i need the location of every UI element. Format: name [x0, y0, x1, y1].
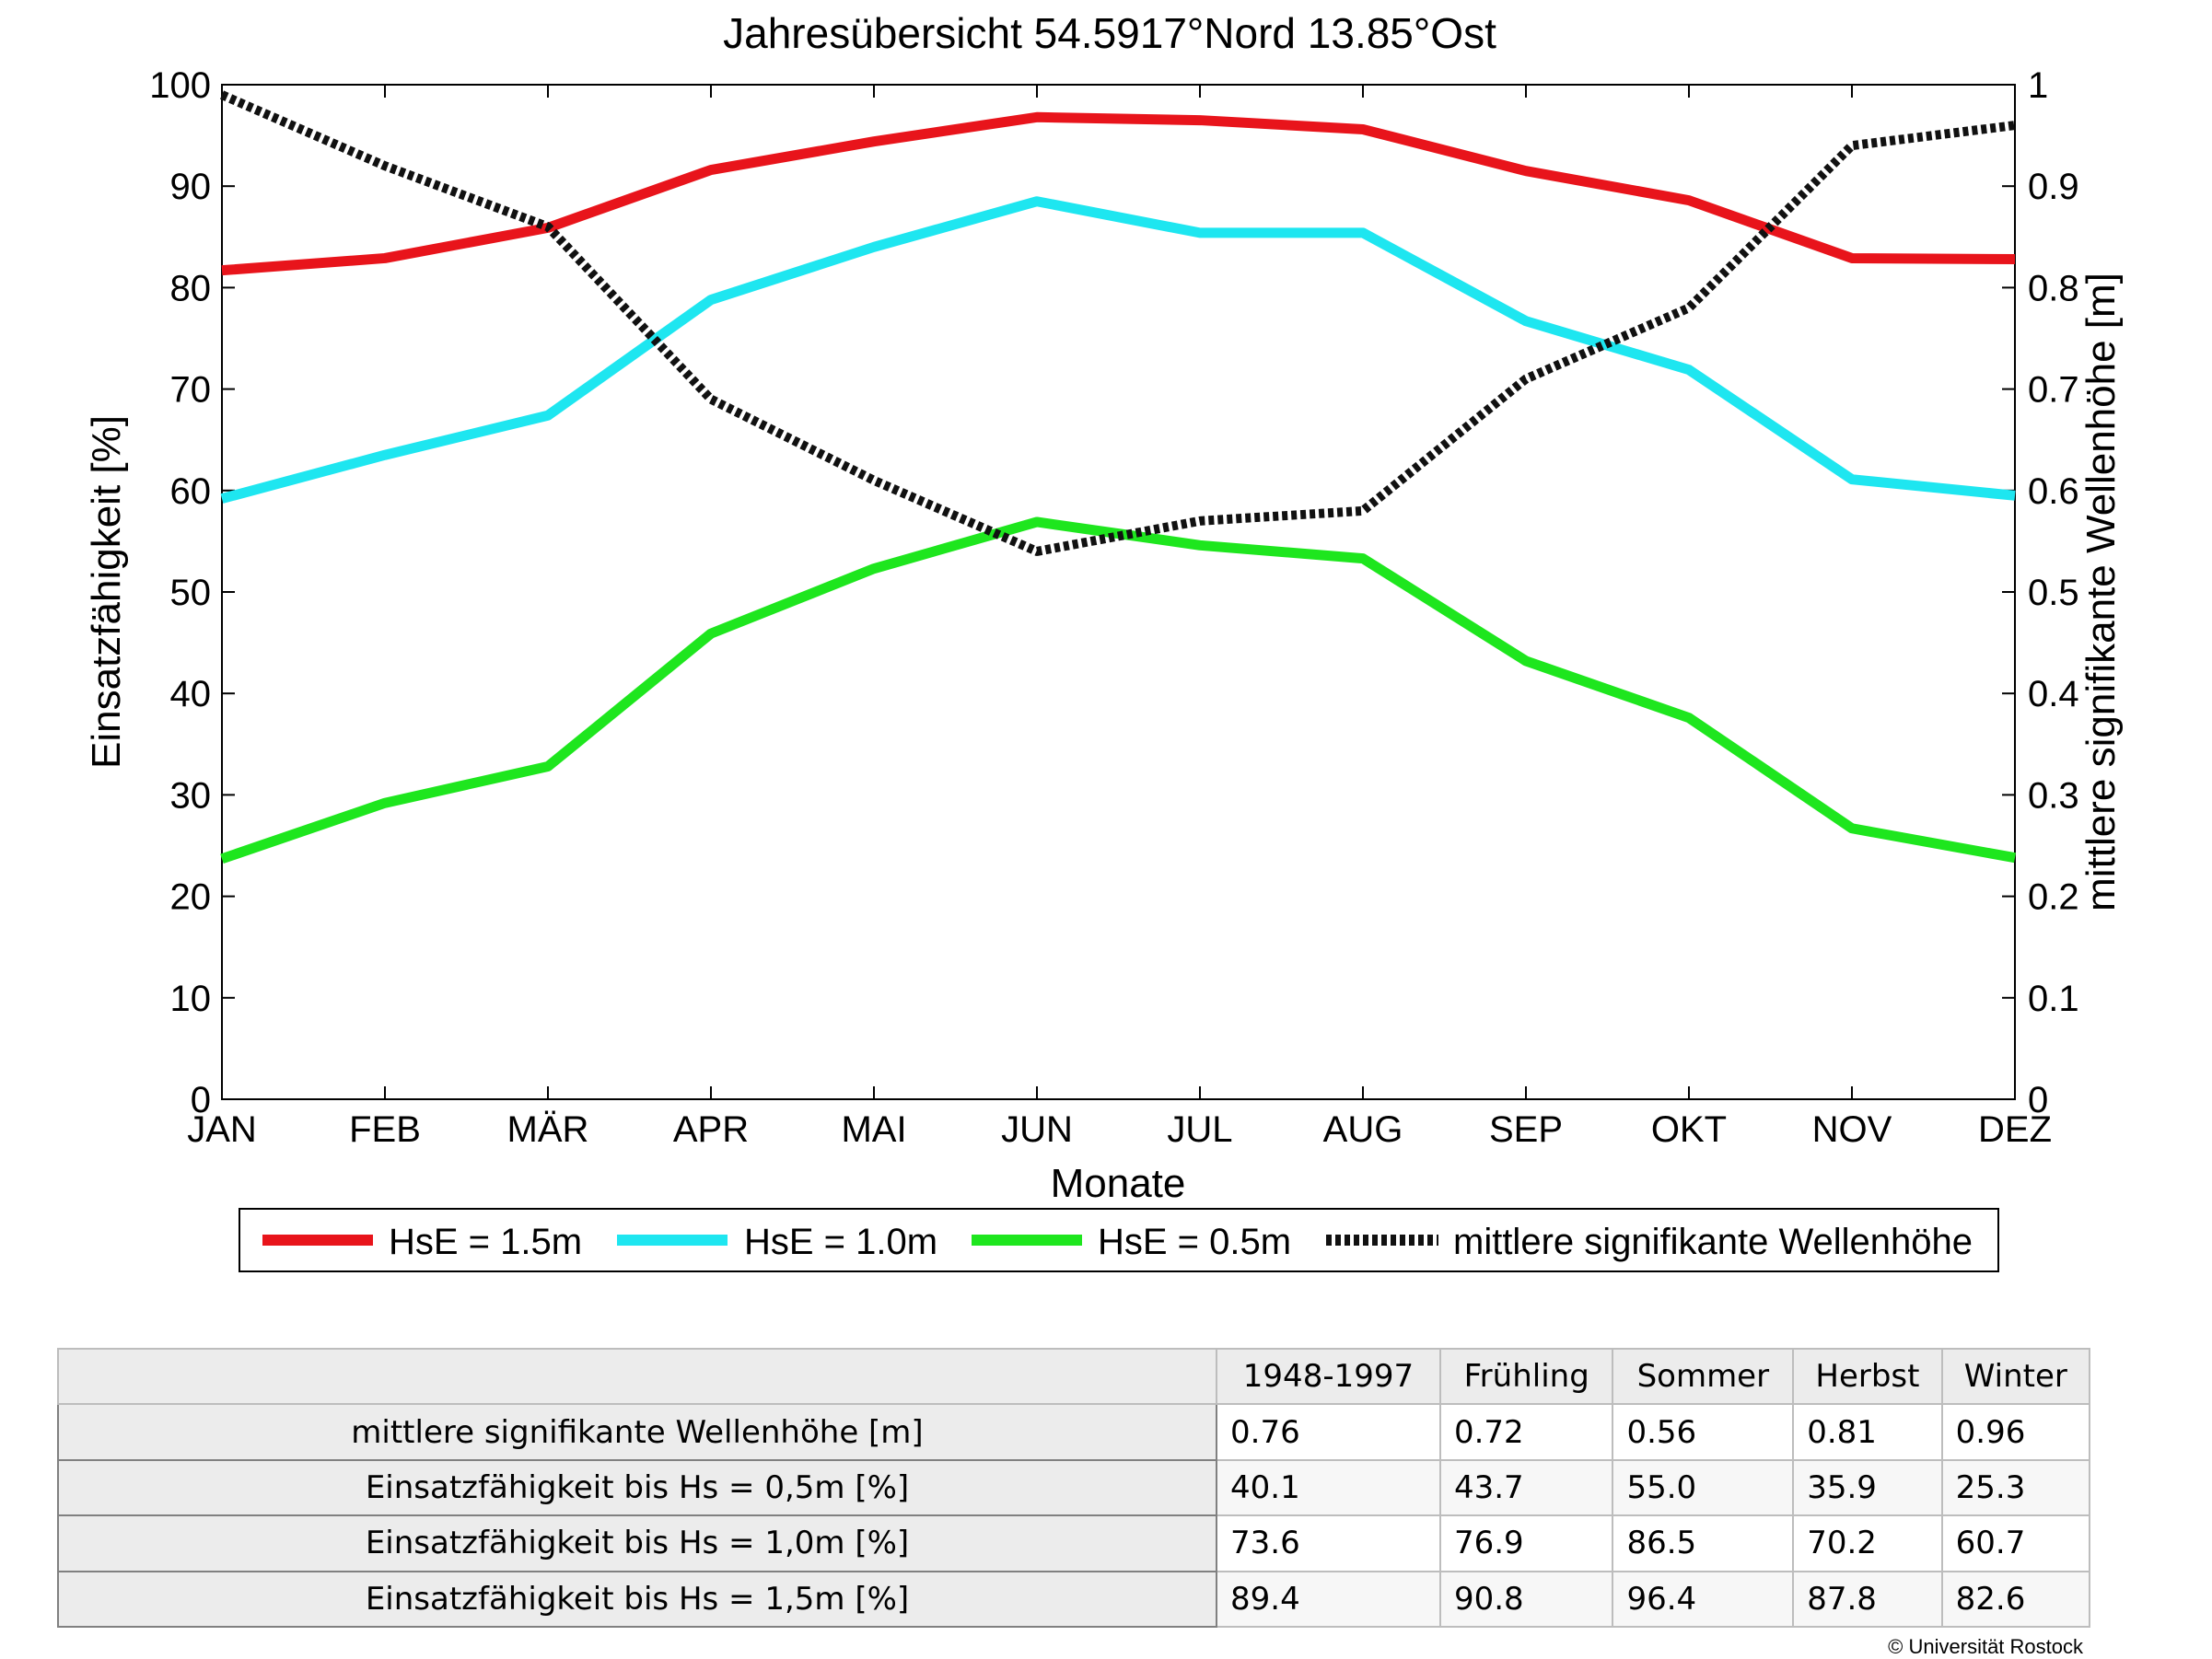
x-tick-label: MÄR [507, 1109, 589, 1150]
column-header: 1948-1997 [1216, 1347, 1441, 1406]
table-row: mittlere signifikante Wellenhöhe [m] 0.7… [57, 1403, 2091, 1461]
y-tick-label: 10 [170, 979, 212, 1019]
y2-tick-label: 0.5 [2028, 573, 2079, 613]
table-cell: 60.7 [1940, 1514, 2091, 1572]
legend-box [239, 1208, 1999, 1272]
table-row: Einsatzfähigkeit bis Hs = 1,0m [%] 73.6 … [57, 1514, 2091, 1572]
table-cell: 55.0 [1612, 1458, 1795, 1517]
x-tick-label: OKT [1651, 1109, 1727, 1150]
y-tick-label: 50 [170, 573, 212, 613]
y2-tick-label: 0.1 [2028, 979, 2079, 1019]
table-cell: 0.96 [1940, 1403, 2091, 1461]
legend-entry-1: HsE = 1.5m [389, 1222, 582, 1262]
column-header: Herbst [1792, 1347, 1943, 1406]
x-tick-label: MAI [841, 1109, 906, 1150]
legend-entry-2: HsE = 1.0m [744, 1222, 937, 1262]
x-tick-label: JUN [1001, 1109, 1073, 1150]
x-tick-label: JUL [1167, 1109, 1232, 1150]
legend: HsE = 1.5m HsE = 1.0m HsE = 0.5m mittler… [239, 1208, 1999, 1272]
table-row: Einsatzfähigkeit bis Hs = 1,5m [%] 89.4 … [57, 1570, 2091, 1629]
y-tick-label: 100 [149, 65, 211, 106]
series-line-2 [220, 196, 2016, 504]
y-tick-label: 70 [170, 370, 212, 411]
table-cell: 96.4 [1612, 1570, 1795, 1629]
table-cell: 90.8 [1438, 1570, 1614, 1629]
header-cell-empty [57, 1347, 1217, 1406]
y-tick-label: 80 [170, 268, 212, 308]
y-tick-label: 60 [170, 471, 212, 512]
y-tick-label: 40 [170, 674, 212, 714]
plot-area [221, 84, 2016, 1100]
y2-axis-label: mittlere signifikante Wellenhöhe [m] [2078, 273, 2124, 911]
chart-svg: Jahresübersicht 54.5917°Nord 13.85°Ost 0… [84, 9, 2124, 1272]
y-tick-label: 20 [170, 877, 212, 918]
series-line-1 [221, 111, 2016, 276]
column-header: Frühling [1438, 1347, 1614, 1406]
legend-entry-4: mittlere signifikante Wellenhöhe [1453, 1222, 1973, 1262]
y-tick-label: 0 [191, 1080, 211, 1120]
row-label: Einsatzfähigkeit bis Hs = 1,0m [%] [57, 1514, 1217, 1572]
x-axis-label: Monate [1051, 1161, 1186, 1206]
table-cell: 40.1 [1216, 1458, 1441, 1517]
table-cell: 73.6 [1216, 1514, 1441, 1572]
table-cell: 25.3 [1940, 1458, 2091, 1517]
x-tick-label: DEZ [1978, 1109, 2052, 1150]
row-label: Einsatzfähigkeit bis Hs = 1,5m [%] [57, 1570, 1217, 1629]
table-cell: 0.72 [1438, 1403, 1614, 1461]
table-cell: 70.2 [1792, 1514, 1943, 1572]
y2-tick-label: 0 [2028, 1080, 2048, 1120]
column-header: Sommer [1612, 1347, 1795, 1406]
table-cell: 0.76 [1216, 1403, 1441, 1461]
legend-entry-3: HsE = 0.5m [1098, 1222, 1291, 1262]
table-cell: 87.8 [1792, 1570, 1943, 1629]
axis-ticks: 0 10 20 30 40 50 60 70 80 90 100 0 0.1 0.2 0.3 0.4 0.5 0.… [149, 65, 2078, 1150]
y2-tick-label: 0.4 [2028, 674, 2079, 714]
table-cell: 86.5 [1612, 1514, 1795, 1572]
table-header-row: 1948-1997 Frühling Sommer Herbst Winter [57, 1347, 2091, 1406]
x-tick-label: JAN [187, 1109, 257, 1150]
x-tick-label: APR [673, 1109, 749, 1150]
y2-tick-label: 0.7 [2028, 370, 2079, 411]
y2-tick-label: 0.2 [2028, 877, 2079, 918]
series-layer [220, 90, 2016, 864]
y2-tick-label: 0.8 [2028, 268, 2079, 308]
table-cell: 82.6 [1940, 1570, 2091, 1629]
copyright-notice: © Universität Rostock [1888, 1635, 2083, 1658]
row-label: Einsatzfähigkeit bis Hs = 0,5m [%] [57, 1458, 1217, 1517]
chart-title: Jahresübersicht 54.5917°Nord 13.85°Ost [723, 9, 1496, 57]
table-cell: 35.9 [1792, 1458, 1943, 1517]
table-cell: 0.56 [1612, 1403, 1795, 1461]
row-label: mittlere signifikante Wellenhöhe [m] [57, 1403, 1217, 1461]
x-tick-label: AUG [1323, 1109, 1403, 1150]
table-row: Einsatzfähigkeit bis Hs = 0,5m [%] 40.1 … [57, 1458, 2091, 1517]
table-cell: 76.9 [1438, 1514, 1614, 1572]
x-tick-label: SEP [1489, 1109, 1563, 1150]
x-tick-label: NOV [1812, 1109, 1892, 1150]
y2-tick-label: 1 [2028, 65, 2048, 106]
column-header: Winter [1940, 1347, 2091, 1406]
y-tick-label: 90 [170, 167, 212, 207]
y2-tick-label: 0.9 [2028, 167, 2079, 207]
table-cell: 43.7 [1438, 1458, 1614, 1517]
series-line-4 [220, 90, 2016, 556]
x-tick-label: FEB [349, 1109, 421, 1150]
y-tick-label: 30 [170, 775, 212, 816]
table-cell: 89.4 [1216, 1570, 1441, 1629]
y2-tick-label: 0.6 [2028, 471, 2079, 512]
table-cell: 0.81 [1792, 1403, 1943, 1461]
y-axis-label: Einsatzfähigkeit [%] [84, 415, 129, 769]
y2-tick-label: 0.3 [2028, 775, 2079, 816]
statistics-table: 1948-1997 Frühling Sommer Herbst Winter … [57, 1347, 2091, 1629]
